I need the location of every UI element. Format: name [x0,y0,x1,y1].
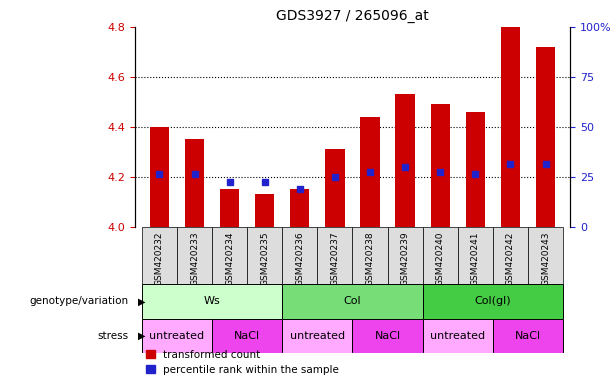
Bar [352,227,387,284]
Bar [501,27,520,227]
Bar [493,319,563,353]
Text: ▶: ▶ [138,296,145,306]
Bar [360,117,379,227]
Text: GSM420233: GSM420233 [190,231,199,286]
Bar [185,139,204,227]
Text: GSM420239: GSM420239 [401,231,409,286]
Bar [352,319,423,353]
Text: GSM420237: GSM420237 [330,231,340,286]
Bar [318,227,352,284]
Bar [290,189,310,227]
Text: GSM420243: GSM420243 [541,231,550,286]
Bar [423,227,458,284]
Bar [528,227,563,284]
Text: untreated: untreated [290,331,345,341]
Text: NaCl: NaCl [515,331,541,341]
Text: GSM420235: GSM420235 [261,231,269,286]
Bar [212,227,247,284]
Bar [458,227,493,284]
Bar [423,284,563,319]
Bar [142,284,282,319]
Bar [466,112,485,227]
Text: GSM420240: GSM420240 [436,231,444,286]
Text: GSM420241: GSM420241 [471,231,480,286]
Bar [212,319,282,353]
Bar [395,94,415,227]
Bar [493,227,528,284]
Bar [423,319,493,353]
Bar [177,227,212,284]
Bar [536,47,555,227]
Bar [430,104,450,227]
Text: GSM420236: GSM420236 [295,231,304,286]
Text: stress: stress [97,331,129,341]
Bar [387,227,423,284]
Bar [326,149,345,227]
Text: ▶: ▶ [138,331,145,341]
Text: untreated: untreated [150,331,205,341]
Title: GDS3927 / 265096_at: GDS3927 / 265096_at [276,9,429,23]
Bar [255,194,275,227]
Bar [220,189,239,227]
Text: Ws: Ws [204,296,221,306]
Text: untreated: untreated [430,331,485,341]
Bar [282,284,423,319]
Text: genotype/variation: genotype/variation [29,296,129,306]
Text: NaCl: NaCl [234,331,261,341]
Bar [142,227,177,284]
Bar [282,319,352,353]
Text: GSM420234: GSM420234 [225,231,234,286]
Legend: transformed count, percentile rank within the sample: transformed count, percentile rank withi… [146,350,339,375]
Bar [142,319,212,353]
Text: NaCl: NaCl [375,331,401,341]
Text: GSM420232: GSM420232 [155,231,164,286]
Text: GSM420242: GSM420242 [506,231,515,286]
Bar [247,227,282,284]
Text: Col: Col [344,296,361,306]
Text: GSM420238: GSM420238 [365,231,375,286]
Text: Col(gl): Col(gl) [474,296,511,306]
Bar [282,227,318,284]
Bar [150,127,169,227]
